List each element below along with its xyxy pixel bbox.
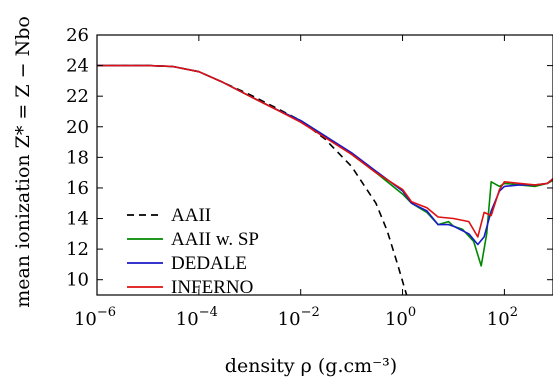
x-tick-exponent: 0 xyxy=(408,305,416,320)
x-tick-exponent: 2 xyxy=(510,305,518,320)
x-tick-exponent: −2 xyxy=(301,305,320,320)
x-tick-label: 100 xyxy=(385,305,416,330)
y-label-text: mean ionization Z* = Z − Nbo xyxy=(12,16,34,308)
x-tick-exponent: −6 xyxy=(97,305,116,320)
plot-frame xyxy=(96,34,553,296)
legend-label-4: INFERNO xyxy=(171,277,253,298)
y-tick-label: 22 xyxy=(66,86,89,107)
y-axis-label: mean ionization Z* = Z − Nbo xyxy=(12,16,34,308)
y-tick-label: 18 xyxy=(66,147,89,168)
x-tick-base: 10 xyxy=(74,309,97,330)
x-tick-label: 102 xyxy=(487,305,518,330)
x-tick-label: 10−4 xyxy=(176,305,218,330)
y-tick-label: 10 xyxy=(66,270,89,291)
y-tick-label: 14 xyxy=(66,209,89,230)
x-tick-base: 10 xyxy=(176,309,199,330)
legend-label-3: DEDALE xyxy=(171,253,247,274)
series-line-4 xyxy=(97,64,553,238)
x-tick-label: 10−2 xyxy=(278,305,320,330)
y-tick-label: 12 xyxy=(66,239,89,260)
legend: AAII AAII w. SP DEDALE INFERNO xyxy=(127,205,259,298)
x-tick-base: 10 xyxy=(487,309,510,330)
plot-layer xyxy=(97,64,553,295)
x-tick-label: 10−6 xyxy=(74,305,116,330)
y-tick-label: 20 xyxy=(66,117,89,138)
legend-label-1: AAII xyxy=(171,205,211,226)
x-tick-base: 10 xyxy=(385,309,408,330)
y-tick-label: 26 xyxy=(66,25,89,46)
series-line-3 xyxy=(97,64,553,246)
legend-label-2: AAII w. SP xyxy=(171,229,259,250)
x-tick-base: 10 xyxy=(278,309,301,330)
y-tick-label: 24 xyxy=(66,56,89,77)
y-tick-label: 16 xyxy=(66,178,89,199)
series-line-1 xyxy=(97,64,408,295)
x-tick-exponent: −4 xyxy=(199,305,218,320)
x-axis-label: density ρ (g.cm⁻³) xyxy=(225,355,397,377)
